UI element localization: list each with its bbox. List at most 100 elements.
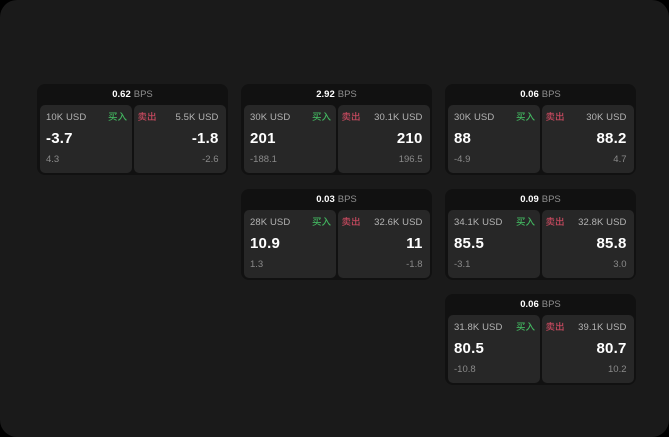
buy-panel[interactable]: 28K USD 买入 10.9 1.3 <box>243 210 336 278</box>
spread-value: 0.06 <box>520 299 539 310</box>
sell-side-label: 卖出 <box>545 111 565 123</box>
sell-side-label: 卖出 <box>545 216 565 228</box>
sell-panel[interactable]: 卖出 32.6K USD 11 -1.8 <box>338 210 430 278</box>
buy-change: 1.3 <box>250 259 264 270</box>
buy-amount: 30K USD <box>250 111 291 123</box>
card-body: 30K USD 买入 201 -188.1 卖出 30.1K USD 210 1… <box>241 105 432 175</box>
sell-change: -1.8 <box>406 259 423 270</box>
buy-panel[interactable]: 31.8K USD 买入 80.5 -10.8 <box>447 315 540 383</box>
buy-amount: 31.8K USD <box>454 321 503 333</box>
sell-price: -1.8 <box>191 130 219 148</box>
spread-value: 0.62 <box>112 89 131 100</box>
card-header: 0.09 BPS <box>445 189 636 210</box>
sell-header-row: 卖出 39.1K USD <box>546 322 627 334</box>
sell-price: 210 <box>396 130 423 148</box>
sell-amount: 30.1K USD <box>374 111 423 123</box>
buy-header-row: 28K USD 买入 <box>250 217 331 229</box>
buy-header-row: 31.8K USD 买入 <box>454 322 535 334</box>
sell-panel[interactable]: 卖出 32.8K USD 85.8 3.0 <box>542 210 634 278</box>
buy-header-row: 10K USD 买入 <box>46 112 127 124</box>
sell-price: 88.2 <box>596 130 627 148</box>
buy-panel[interactable]: 30K USD 买入 201 -188.1 <box>243 105 336 173</box>
card-body: 34.1K USD 买入 85.5 -3.1 卖出 32.8K USD 85.8… <box>445 210 636 280</box>
buy-price: 85.5 <box>454 235 484 253</box>
sell-change: 196.5 <box>398 154 423 165</box>
sell-panel[interactable]: 卖出 30K USD 88.2 4.7 <box>542 105 634 173</box>
spread-value: 2.92 <box>316 89 335 100</box>
buy-side-label: 买入 <box>515 216 535 228</box>
sell-change: -2.6 <box>202 154 219 165</box>
quote-card: 0.06 BPS 30K USD 买入 88 -4.9 卖出 30K USD 8… <box>445 84 636 175</box>
sell-change: 4.7 <box>613 154 627 165</box>
buy-price: 88 <box>454 130 472 148</box>
buy-header-row: 34.1K USD 买入 <box>454 217 535 229</box>
spread-value: 0.06 <box>520 89 539 100</box>
quote-card: 0.09 BPS 34.1K USD 买入 85.5 -3.1 卖出 32.8K… <box>445 189 636 280</box>
buy-change: -10.8 <box>454 364 476 375</box>
spread-unit: BPS <box>133 89 153 100</box>
buy-header-row: 30K USD 买入 <box>454 112 535 124</box>
buy-change: -3.1 <box>454 259 471 270</box>
buy-side-label: 买入 <box>107 111 127 123</box>
quote-card: 0.03 BPS 28K USD 买入 10.9 1.3 卖出 32.6K US… <box>241 189 432 280</box>
sell-header-row: 卖出 30K USD <box>546 112 627 124</box>
sell-side-label: 卖出 <box>341 111 361 123</box>
sell-change: 3.0 <box>613 259 627 270</box>
card-body: 30K USD 买入 88 -4.9 卖出 30K USD 88.2 4.7 <box>445 105 636 175</box>
sell-price: 80.7 <box>596 340 627 358</box>
buy-price: 201 <box>250 130 276 148</box>
buy-panel[interactable]: 34.1K USD 买入 85.5 -3.1 <box>447 210 540 278</box>
sell-amount: 32.8K USD <box>578 216 627 228</box>
buy-amount: 10K USD <box>46 111 87 123</box>
buy-change: -188.1 <box>250 154 277 165</box>
sell-side-label: 卖出 <box>545 321 565 333</box>
buy-side-label: 买入 <box>311 216 331 228</box>
card-header: 0.62 BPS <box>37 84 228 105</box>
quote-card: 2.92 BPS 30K USD 买入 201 -188.1 卖出 30.1K … <box>241 84 432 175</box>
buy-change: -4.9 <box>454 154 471 165</box>
sell-header-row: 卖出 30.1K USD <box>342 112 423 124</box>
spread-unit: BPS <box>541 194 561 205</box>
card-header: 0.06 BPS <box>445 294 636 315</box>
card-body: 28K USD 买入 10.9 1.3 卖出 32.6K USD 11 -1.8 <box>241 210 432 280</box>
sell-change: 10.2 <box>608 364 627 375</box>
card-header: 0.06 BPS <box>445 84 636 105</box>
sell-panel[interactable]: 卖出 39.1K USD 80.7 10.2 <box>542 315 634 383</box>
spread-value: 0.09 <box>520 194 539 205</box>
sell-header-row: 卖出 32.8K USD <box>546 217 627 229</box>
sell-amount: 39.1K USD <box>578 321 627 333</box>
spread-unit: BPS <box>337 89 357 100</box>
buy-amount: 30K USD <box>454 111 495 123</box>
sell-header-row: 卖出 32.6K USD <box>342 217 423 229</box>
spread-unit: BPS <box>337 194 357 205</box>
quote-card: 0.62 BPS 10K USD 买入 -3.7 4.3 卖出 5.5K USD… <box>37 84 228 175</box>
buy-side-label: 买入 <box>515 111 535 123</box>
quote-card: 0.06 BPS 31.8K USD 买入 80.5 -10.8 卖出 39.1… <box>445 294 636 385</box>
sell-header-row: 卖出 5.5K USD <box>138 112 219 124</box>
spread-value: 0.03 <box>316 194 335 205</box>
sell-price: 85.8 <box>596 235 627 253</box>
buy-side-label: 买入 <box>311 111 331 123</box>
sell-panel[interactable]: 卖出 5.5K USD -1.8 -2.6 <box>134 105 226 173</box>
spread-unit: BPS <box>541 89 561 100</box>
card-header: 0.03 BPS <box>241 189 432 210</box>
sell-amount: 32.6K USD <box>374 216 423 228</box>
sell-panel[interactable]: 卖出 30.1K USD 210 196.5 <box>338 105 430 173</box>
buy-header-row: 30K USD 买入 <box>250 112 331 124</box>
card-header: 2.92 BPS <box>241 84 432 105</box>
card-body: 10K USD 买入 -3.7 4.3 卖出 5.5K USD -1.8 -2.… <box>37 105 228 175</box>
buy-amount: 34.1K USD <box>454 216 503 228</box>
buy-price: 80.5 <box>454 340 484 358</box>
card-body: 31.8K USD 买入 80.5 -10.8 卖出 39.1K USD 80.… <box>445 315 636 385</box>
buy-panel[interactable]: 10K USD 买入 -3.7 4.3 <box>39 105 132 173</box>
sell-side-label: 卖出 <box>341 216 361 228</box>
buy-price: -3.7 <box>46 130 73 148</box>
buy-panel[interactable]: 30K USD 买入 88 -4.9 <box>447 105 540 173</box>
buy-side-label: 买入 <box>515 321 535 333</box>
sell-side-label: 卖出 <box>137 111 157 123</box>
spread-unit: BPS <box>541 299 561 310</box>
buy-price: 10.9 <box>250 235 280 253</box>
sell-amount: 30K USD <box>586 111 627 123</box>
quote-card-grid: 0.62 BPS 10K USD 买入 -3.7 4.3 卖出 5.5K USD… <box>37 84 636 385</box>
